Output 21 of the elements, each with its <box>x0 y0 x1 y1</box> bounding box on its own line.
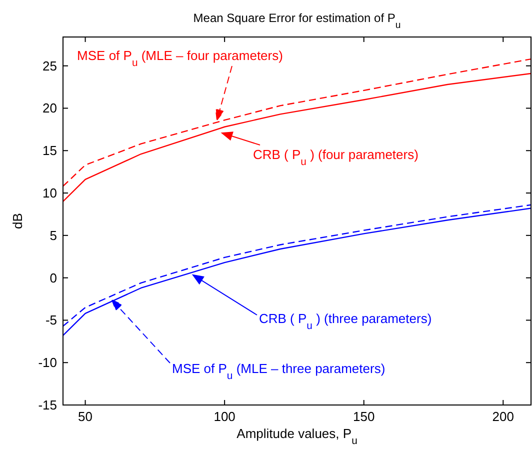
y-axis-title: dB <box>10 213 25 229</box>
y-tick-label: 15 <box>42 143 57 158</box>
chart-title: Mean Square Error for estimation of P$_{u}$ <box>193 11 401 30</box>
x-tick-label: 100 <box>214 409 236 424</box>
y-tick-label: -15 <box>38 398 57 412</box>
annotation: CRB ( P$_{u}$ ) (three parameters) <box>259 311 432 332</box>
y-tick-label: 20 <box>42 100 57 116</box>
line-series <box>63 72 531 202</box>
annotation: CRB ( P$_{u}$ ) (four parameters) <box>253 147 418 168</box>
y-tick-label: 5 <box>50 228 57 243</box>
x-tick-label: 50 <box>78 409 93 424</box>
y-tick-label: -5 <box>45 312 57 328</box>
annotation: MSE of P$_{u}$ (MLE – three parameters) <box>172 361 386 382</box>
y-tick-label: 25 <box>42 58 57 74</box>
y-tick-label: -10 <box>38 355 57 370</box>
annotation: MSE of P$_{u}$ (MLE – four parameters) <box>77 48 283 68</box>
y-tick-label: 10 <box>42 186 57 201</box>
x-tick-label: 200 <box>492 409 514 424</box>
y-tick-label: 0 <box>50 270 57 286</box>
x-tick-label: 150 <box>353 409 375 424</box>
x-axis-title: Amplitude values, P$_{u}$ <box>236 426 358 446</box>
